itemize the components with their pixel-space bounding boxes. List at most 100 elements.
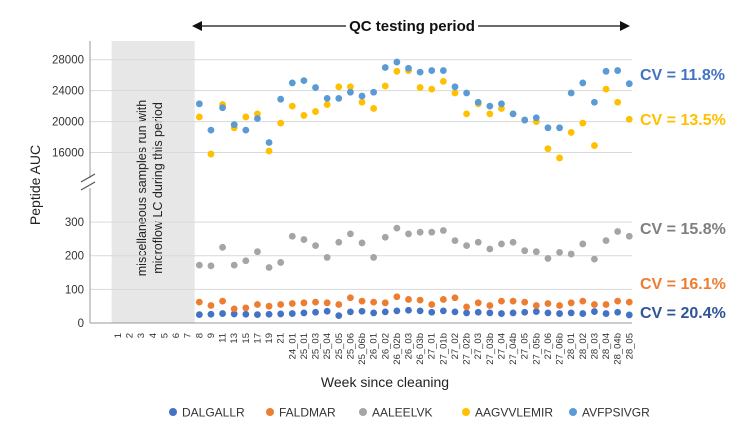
point-aaleelvk xyxy=(300,236,308,243)
point-dalgallr xyxy=(300,309,308,317)
x-tick-label: 27_05 xyxy=(520,333,531,359)
x-tick-label: 27_01 xyxy=(427,333,438,359)
point-faldmar xyxy=(312,298,319,306)
point-dalgallr xyxy=(323,307,331,315)
legend-marker-aaleelvk xyxy=(359,408,367,416)
point-aagvvlemir xyxy=(335,83,343,91)
point-avfpsivgr xyxy=(625,80,633,88)
point-aaleelvk xyxy=(254,248,261,256)
point-aaleelvk xyxy=(614,228,622,235)
point-faldmar xyxy=(347,294,354,302)
legend-marker-dalgallr xyxy=(169,408,177,416)
legend-marker-faldmar xyxy=(266,408,274,416)
point-aaleelvk xyxy=(277,259,285,266)
point-dalgallr xyxy=(532,308,540,315)
x-tick-label: 17 xyxy=(252,333,263,344)
point-aagvvlemir xyxy=(556,154,563,162)
point-aaleelvk xyxy=(219,243,226,251)
point-avfpsivgr xyxy=(230,121,238,129)
point-dalgallr xyxy=(254,311,261,318)
y-tick-labels: 16000 20000 24000 28000 0 100 200 300 xyxy=(52,55,84,330)
point-avfpsivgr xyxy=(300,77,308,85)
point-aaleelvk xyxy=(288,232,296,240)
point-aaleelvk xyxy=(486,245,494,253)
point-dalgallr xyxy=(195,311,203,318)
point-aaleelvk xyxy=(509,238,517,246)
point-aaleelvk xyxy=(265,264,273,271)
point-faldmar xyxy=(393,293,401,301)
microflow-period-shade xyxy=(111,41,195,323)
point-aagvvlemir xyxy=(544,145,552,153)
point-aaleelvk xyxy=(532,248,540,256)
legend-label-aagvvlemir: AAGVVLEMIR xyxy=(475,406,553,420)
point-faldmar xyxy=(207,302,215,309)
point-dalgallr xyxy=(312,308,319,316)
point-dalgallr xyxy=(625,311,633,319)
point-dalgallr xyxy=(347,308,354,316)
x-tick-label: 1 xyxy=(113,333,124,338)
point-avfpsivgr xyxy=(579,79,587,87)
point-dalgallr xyxy=(486,309,494,317)
point-aaleelvk xyxy=(393,224,401,232)
point-faldmar xyxy=(556,302,563,309)
y-tick-label: 16000 xyxy=(52,148,84,160)
x-tick-label: 5 xyxy=(159,333,170,338)
point-faldmar xyxy=(358,297,366,305)
y-tick-label: 100 xyxy=(65,284,84,296)
point-faldmar xyxy=(439,296,447,303)
x-tick-label: 7 xyxy=(183,333,194,338)
point-avfpsivgr xyxy=(532,114,540,122)
y-tick-label: 300 xyxy=(65,217,84,229)
point-faldmar xyxy=(230,305,238,313)
point-faldmar xyxy=(381,299,389,307)
point-avfpsivgr xyxy=(277,95,285,103)
point-aaleelvk xyxy=(358,239,366,247)
x-tick-label: 28_03 xyxy=(589,333,600,359)
point-dalgallr xyxy=(381,308,389,316)
point-avfpsivgr xyxy=(428,67,436,74)
x-tick-label: 27_01b xyxy=(438,333,449,365)
point-avfpsivgr xyxy=(405,64,412,72)
point-dalgallr xyxy=(219,310,226,317)
point-dalgallr xyxy=(567,309,575,317)
point-faldmar xyxy=(277,301,285,308)
axis-break-gap xyxy=(80,178,100,188)
point-dalgallr xyxy=(277,310,285,318)
point-dalgallr xyxy=(370,309,378,317)
point-aaleelvk xyxy=(335,238,343,246)
x-tick-label: 27_05b xyxy=(531,333,542,365)
point-aaleelvk xyxy=(242,257,250,265)
point-aaleelvk xyxy=(347,230,354,238)
point-avfpsivgr xyxy=(439,67,447,74)
point-faldmar xyxy=(567,299,575,307)
point-avfpsivgr xyxy=(567,89,575,97)
point-avfpsivgr xyxy=(242,126,250,134)
point-aaleelvk xyxy=(556,248,563,256)
point-aagvvlemir xyxy=(381,82,389,90)
point-faldmar xyxy=(532,302,540,309)
point-dalgallr xyxy=(416,307,424,315)
point-faldmar xyxy=(602,301,610,308)
x-tick-labels: 1 2 3 4 5 6 7 8 9 11 13 15 17 19 21 24_01 25_01 25_03 25_0… xyxy=(113,333,635,365)
x-tick-label: 25_06b xyxy=(357,333,368,365)
x-tick-label: 27_03b xyxy=(485,333,496,365)
point-avfpsivgr xyxy=(556,124,563,132)
point-aaleelvk xyxy=(323,254,331,261)
x-tick-label: 28_04 xyxy=(601,333,612,359)
point-aagvvlemir xyxy=(451,89,459,97)
point-faldmar xyxy=(591,301,598,308)
point-avfpsivgr xyxy=(207,126,215,134)
point-faldmar xyxy=(451,294,459,302)
point-aagvvlemir xyxy=(416,84,424,91)
point-faldmar xyxy=(335,301,343,308)
point-aagvvlemir xyxy=(358,98,366,106)
point-aaleelvk xyxy=(521,247,529,255)
point-faldmar xyxy=(195,298,203,306)
point-dalgallr xyxy=(428,308,436,316)
period-arrowhead-left xyxy=(192,21,202,31)
point-aagvvlemir xyxy=(265,147,273,155)
y-tick-label: 0 xyxy=(78,318,84,330)
x-tick-label: 8 xyxy=(194,333,205,338)
x-tick-label: 26_03 xyxy=(404,333,415,359)
